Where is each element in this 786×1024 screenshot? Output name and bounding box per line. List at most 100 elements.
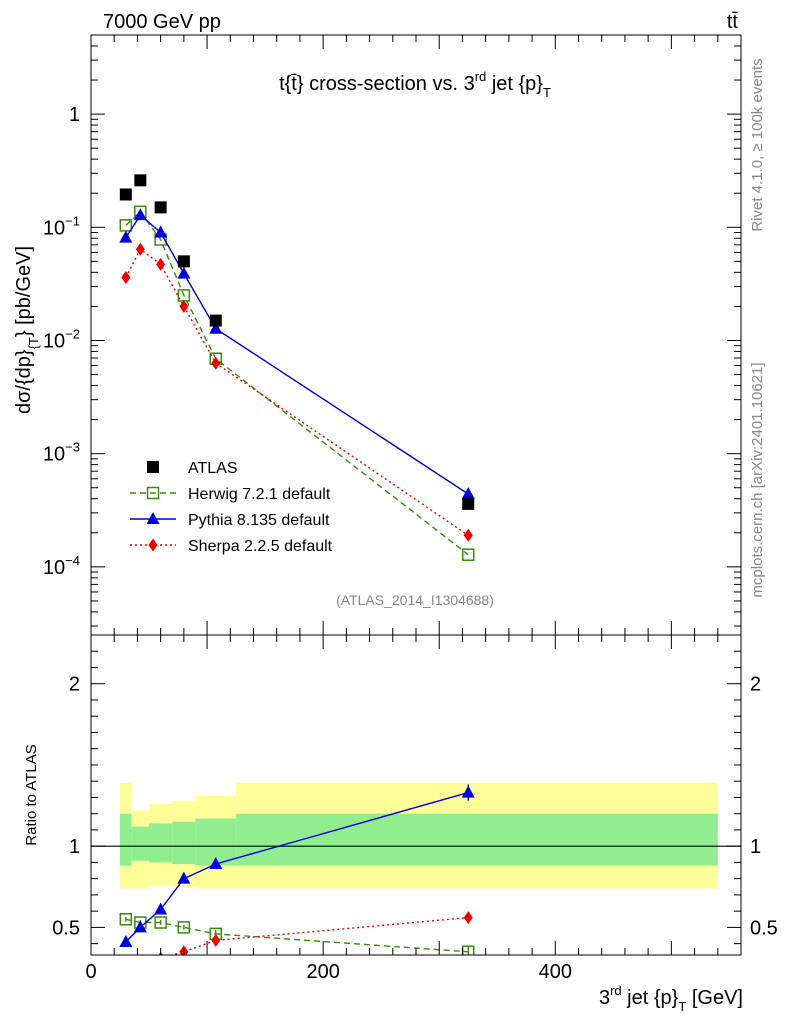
- pythia-point: [133, 208, 147, 221]
- atlas-point: [134, 174, 147, 187]
- x-tick-label: 400: [539, 961, 572, 983]
- y-tick-label: 1: [69, 104, 80, 126]
- ratio-ticks: [90, 635, 742, 955]
- sherpa-point: [211, 356, 221, 370]
- title-mid: jet {p}: [486, 73, 543, 95]
- ylabel-main: dσ/{dp}: [13, 349, 35, 414]
- ratio-y-tick-label-left: 0.5: [52, 917, 80, 939]
- process-label: tt̄: [727, 11, 739, 33]
- y-tick-label: 10−1: [43, 213, 80, 239]
- y-tick-label-base: 10: [43, 557, 65, 579]
- y-tick-label-exponent: −3: [65, 440, 80, 455]
- pythia-point: [177, 266, 191, 279]
- y-tick-label: 10−3: [43, 440, 80, 466]
- pythia-point: [154, 225, 168, 238]
- legend-marker-sherpa: [148, 538, 158, 552]
- xlabel-mid: jet {p}: [622, 987, 679, 1009]
- sherpa-point: [179, 299, 189, 313]
- herwig-ratio-line: [125, 918, 469, 953]
- sherpa-point: [156, 257, 166, 271]
- top-plot-area: [119, 174, 475, 561]
- pythia-point: [209, 321, 223, 334]
- herwig-point: [461, 548, 475, 561]
- y-tick-label: 10−2: [43, 326, 80, 352]
- y-axis-label: dσ/{dp}{T} [pb/GeV]: [13, 246, 41, 414]
- herwig-line: [125, 210, 469, 556]
- ylabel-end: } [pb/GeV]: [13, 246, 35, 337]
- ratio-panel: 0.5 0.5 1 1 2 2 0 200 400 Ratio to ATLAS 3rd jet…: [23, 634, 778, 1014]
- sherpa-ratio-point: [463, 911, 473, 925]
- xlabel-end: [GeV]: [686, 987, 743, 1009]
- title-main: t{t̄} cross-section vs. 3: [279, 73, 475, 95]
- atlas-point: [462, 497, 475, 510]
- atlas-point: [177, 255, 190, 268]
- legend-marker-herwig: [146, 486, 160, 500]
- y-tick-label-base: 10: [43, 444, 65, 466]
- pythia-ratio-point: [209, 857, 223, 870]
- uncertainty-band-inner: [172, 821, 196, 865]
- top-panel: 110−110−210−310−4 t{t̄} cross-section vs…: [13, 34, 742, 636]
- xlabel-sub: T: [678, 999, 686, 1014]
- y-tick-label: 10−4: [43, 553, 80, 579]
- sherpa-ratio-point: [211, 933, 221, 947]
- title-sub: T: [543, 85, 551, 100]
- rivet-label: Rivet 4.1.0, ≥ 100k events: [749, 58, 766, 231]
- uncertainty-band-inner: [149, 823, 173, 863]
- sherpa-ratio-point: [136, 961, 145, 974]
- pythia-ratio-point: [133, 920, 147, 933]
- xlabel-sup: rd: [610, 983, 622, 998]
- legend-label-atlas: ATLAS: [188, 460, 238, 477]
- energy-label: 7000 GeV pp: [103, 11, 221, 33]
- x-axis-label: 3rd jet {p}T [GeV]: [599, 983, 743, 1014]
- y-tick-label-exponent: −4: [65, 553, 80, 568]
- x-tick-label: 0: [85, 961, 96, 983]
- pythia-ratio-point: [461, 785, 475, 798]
- ratio-y-tick-label-right: 2: [750, 674, 761, 696]
- ratio-y-tick-label-left: 1: [69, 836, 80, 858]
- y-tick-label-base: 10: [43, 217, 65, 239]
- sherpa-point: [135, 242, 145, 256]
- sherpa-ratio-point: [121, 971, 130, 984]
- top-y-tick-labels: 110−110−210−310−4: [43, 104, 80, 579]
- ratio-y-axis-label: Ratio to ATLAS: [23, 744, 40, 845]
- pythia-line: [125, 214, 469, 495]
- uncertainty-band-inner: [236, 813, 718, 866]
- uncertainty-band-inner: [131, 826, 150, 861]
- ratio-y-tick-label-right: 0.5: [750, 917, 778, 939]
- sherpa-point: [121, 271, 131, 285]
- y-tick-label-base: 1: [69, 104, 80, 126]
- pythia-ratio-point: [119, 935, 133, 948]
- sherpa-point: [463, 528, 473, 542]
- pythia-point: [119, 230, 133, 243]
- herwig-ratio-point: [119, 913, 133, 926]
- legend-label-pythia: Pythia 8.135 default: [188, 512, 330, 529]
- legend-marker-pythia: [146, 512, 160, 524]
- herwig-ratio-point: [177, 921, 191, 934]
- legend-label-sherpa: Sherpa 2.2.5 default: [188, 538, 333, 555]
- analysis-annotation: (ATLAS_2014_I1304688): [336, 592, 494, 608]
- top-ticks: [90, 34, 742, 635]
- legend: ATLAS Herwig 7.2.1 default Pythia 8.135 de…: [130, 460, 333, 555]
- legend-label-herwig: Herwig 7.2.1 default: [188, 486, 331, 503]
- ratio-y-tick-label-right: 1: [750, 836, 761, 858]
- ratio-tick-labels: 0.5 0.5 1 1 2 2 0 200 400: [52, 674, 778, 983]
- legend-marker-atlas: [147, 461, 159, 473]
- sherpa-line: [125, 248, 469, 536]
- chart-title: t{t̄} cross-section vs. 3rd jet {p}T: [279, 69, 551, 100]
- sherpa-ratio-line: [169, 916, 469, 955]
- mcplots-label: mcplots.cern.ch [arXiv:2401.10621]: [749, 362, 766, 597]
- y-tick-label-exponent: −2: [65, 326, 80, 341]
- x-tick-label: 200: [306, 961, 339, 983]
- y-tick-label-exponent: −1: [65, 213, 80, 228]
- uncertainty-band-inner: [120, 813, 132, 866]
- ylabel-sub: {T: [26, 337, 41, 349]
- ratio-y-tick-label-left: 2: [69, 674, 80, 696]
- pythia-point: [461, 487, 475, 500]
- atlas-point: [154, 201, 167, 214]
- title-sup: rd: [475, 69, 487, 84]
- y-tick-label-base: 10: [43, 330, 65, 352]
- atlas-point: [119, 188, 132, 201]
- ratio-plot-area: [91, 782, 741, 984]
- xlabel-main: 3: [599, 987, 610, 1009]
